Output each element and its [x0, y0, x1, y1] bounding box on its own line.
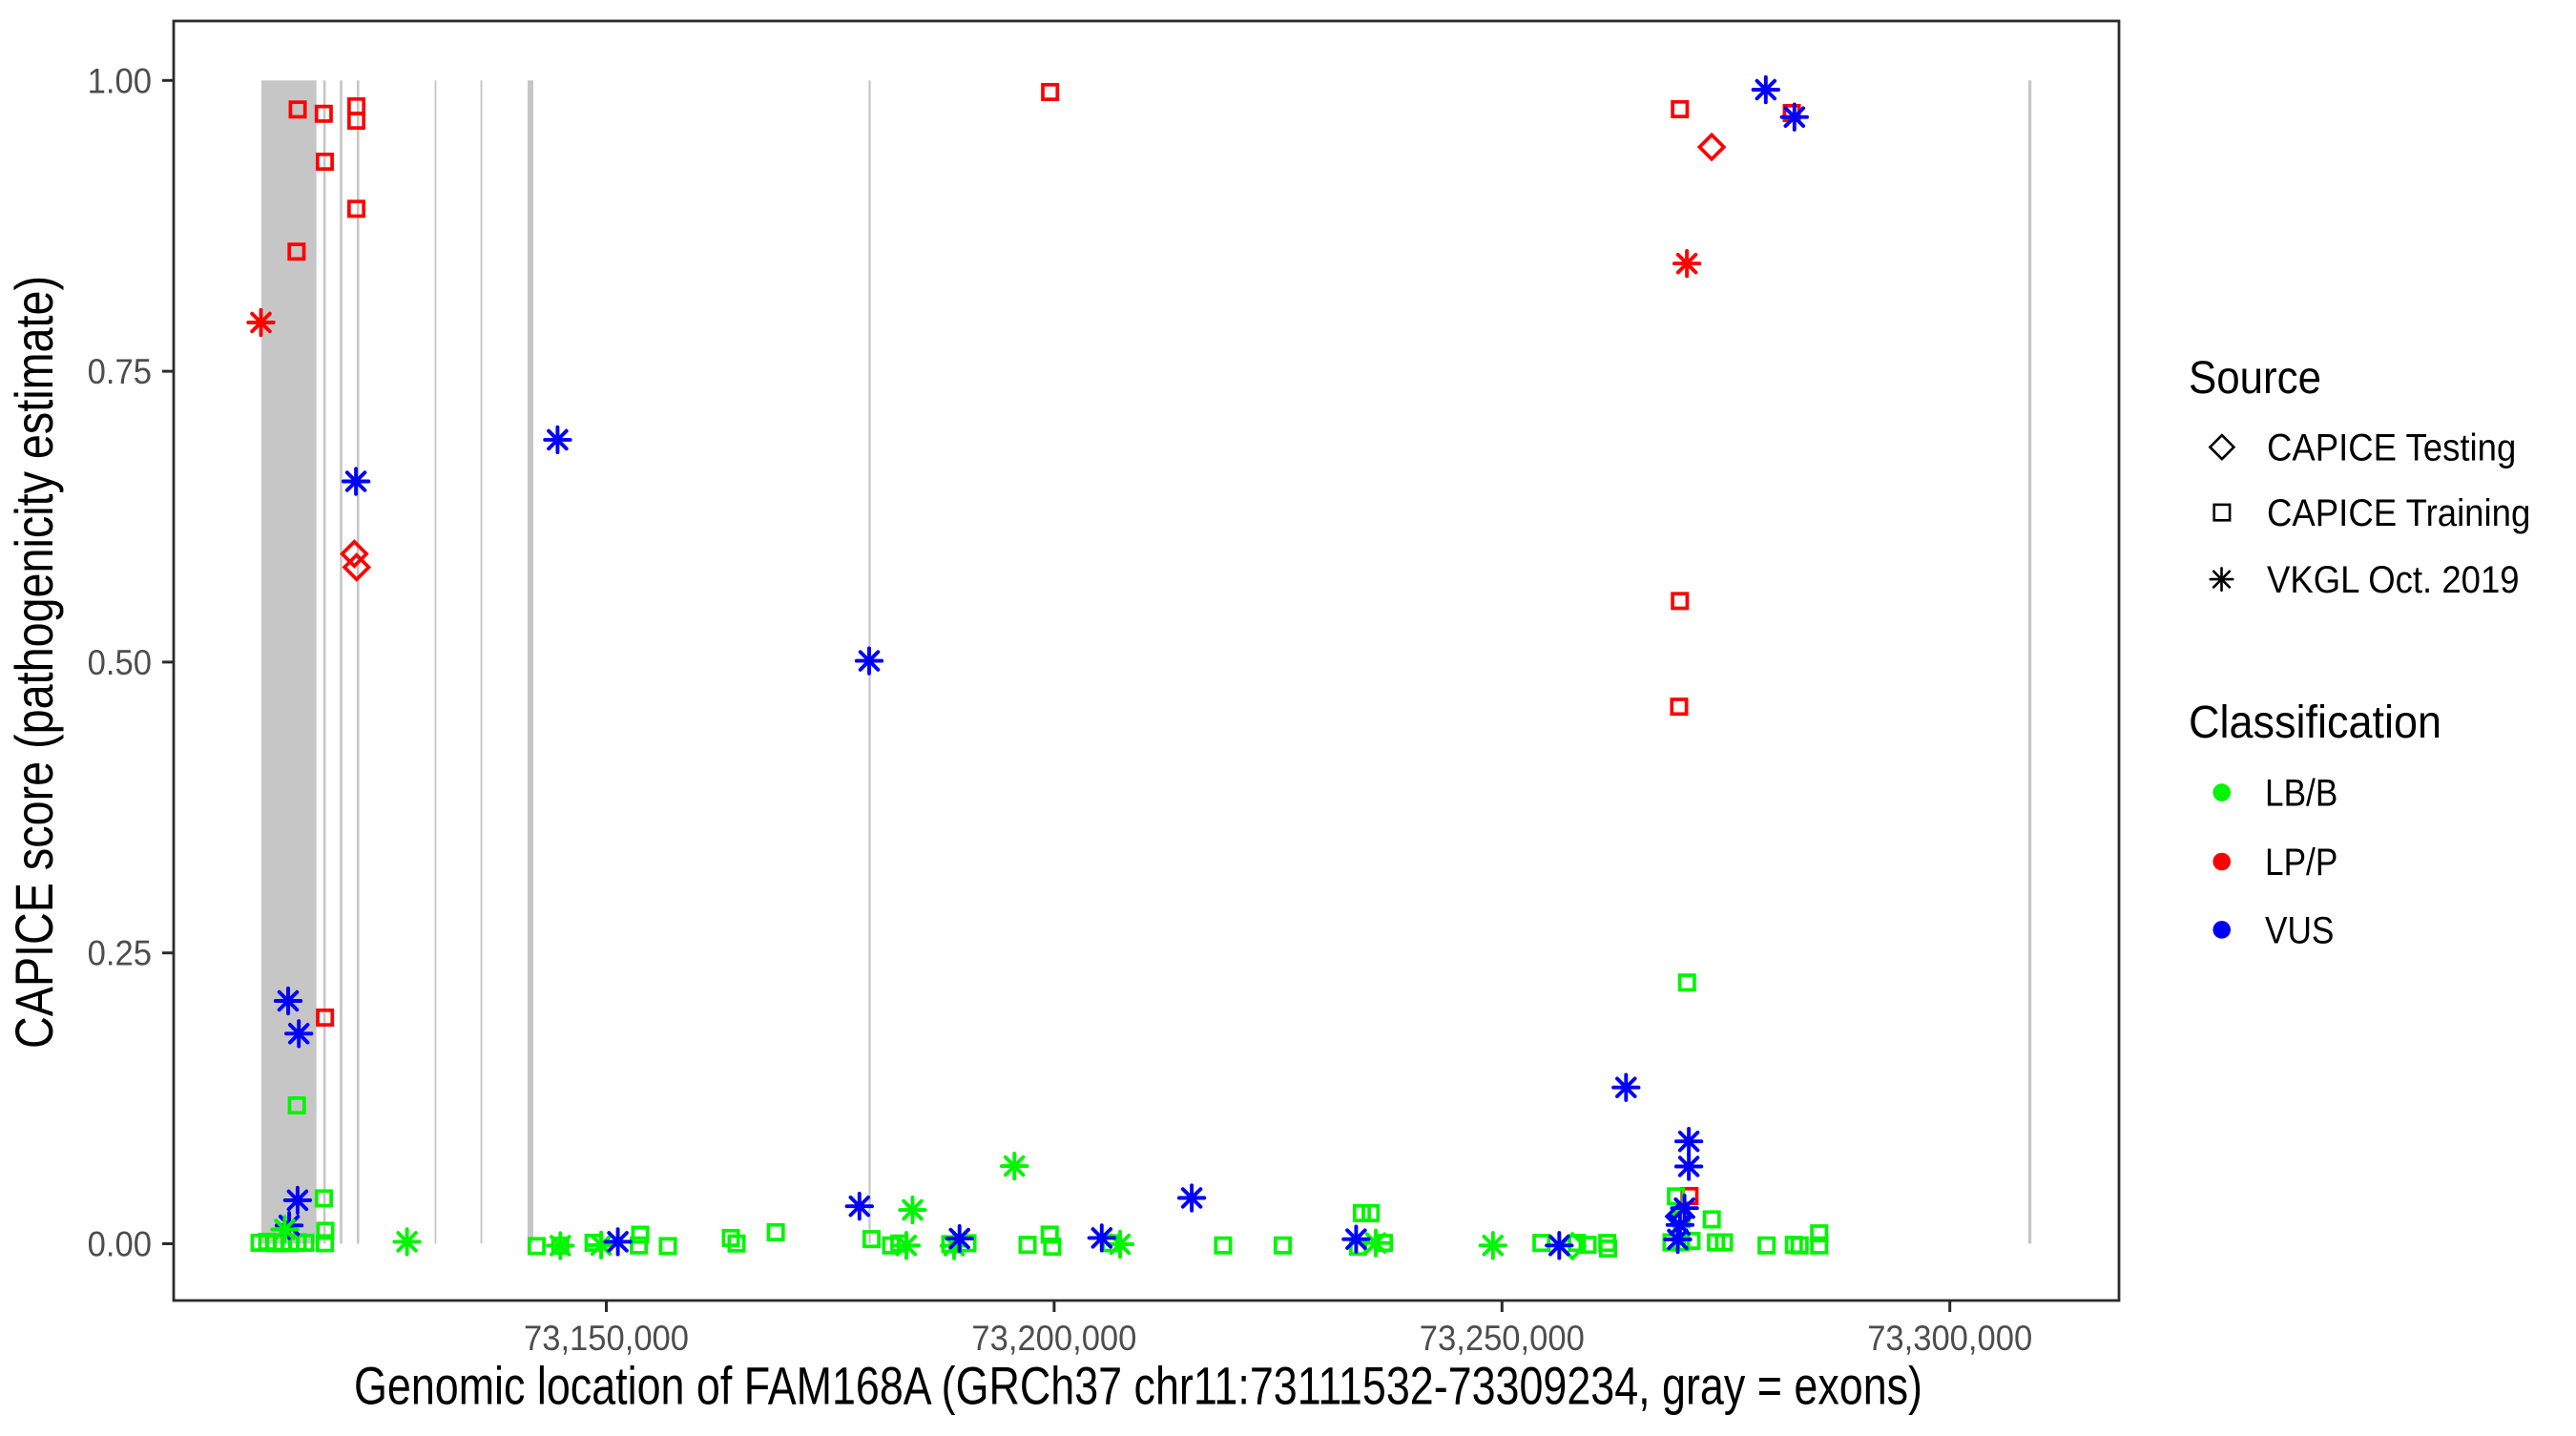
- svg-text:LP/P: LP/P: [2265, 842, 2337, 884]
- svg-text:73,300,000: 73,300,000: [1867, 1319, 2032, 1358]
- svg-text:1.00: 1.00: [88, 61, 152, 100]
- svg-text:Source: Source: [2189, 352, 2321, 404]
- svg-text:0.00: 0.00: [88, 1225, 152, 1264]
- svg-text:VKGL Oct. 2019: VKGL Oct. 2019: [2267, 559, 2520, 601]
- svg-text:CAPICE score (pathogenicity es: CAPICE score (pathogenicity estimate): [4, 276, 64, 1049]
- svg-text:Classification: Classification: [2189, 697, 2441, 748]
- svg-text:CAPICE Training: CAPICE Training: [2267, 492, 2530, 534]
- svg-text:Genomic location of FAM168A (G: Genomic location of FAM168A (GRCh37 chr1…: [354, 1356, 1922, 1416]
- svg-text:LB/B: LB/B: [2265, 773, 2337, 815]
- svg-text:CAPICE Testing: CAPICE Testing: [2267, 427, 2516, 469]
- svg-text:73,200,000: 73,200,000: [971, 1319, 1136, 1358]
- svg-text:73,150,000: 73,150,000: [524, 1319, 689, 1358]
- svg-text:VUS: VUS: [2265, 909, 2334, 951]
- svg-text:0.75: 0.75: [88, 352, 152, 391]
- svg-text:0.25: 0.25: [88, 934, 152, 973]
- svg-text:73,250,000: 73,250,000: [1420, 1319, 1585, 1358]
- svg-text:0.50: 0.50: [88, 643, 152, 682]
